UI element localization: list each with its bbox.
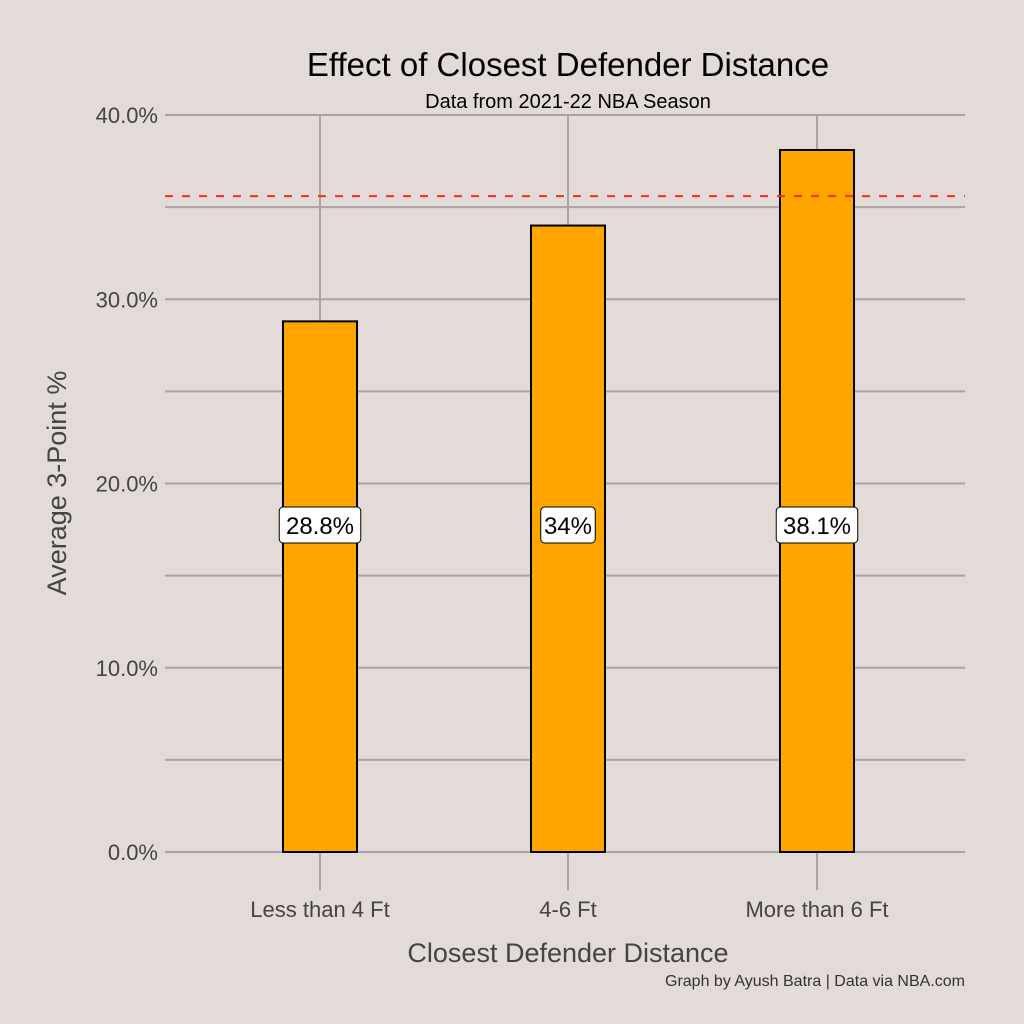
- data-label-text: 38.1%: [783, 513, 851, 540]
- y-tick-label: 30.0%: [96, 287, 158, 312]
- data-label-box: [775, 506, 859, 544]
- bar: [282, 320, 358, 853]
- data-label-text: 28.8%: [286, 513, 354, 540]
- chart-subtitle: Data from 2021-22 NBA Season: [425, 91, 711, 113]
- caption: Graph by Ayush Batra | Data via NBA.com: [665, 973, 965, 990]
- chart-title: Effect of Closest Defender Distance: [307, 46, 829, 83]
- data-label-box: [278, 506, 362, 544]
- y-axis: 0.0% 10.0% 20.0% 30.0% 40.0%: [96, 103, 158, 865]
- data-label-box: [540, 506, 596, 544]
- x-tick-label: 4-6 Ft: [539, 897, 596, 922]
- data-label-text: 34%: [544, 513, 592, 540]
- x-axis: Less than 4 Ft 4-6 Ft More than 6 Ft: [250, 897, 888, 922]
- data-label: 38.1%: [775, 506, 859, 544]
- x-axis-title: Closest Defender Distance: [407, 938, 728, 968]
- data-label: 28.8%: [278, 506, 362, 544]
- data-labels: 28.8% 34% 38.1%: [278, 506, 859, 544]
- x-tick-label: Less than 4 Ft: [250, 897, 389, 922]
- bar: [779, 149, 855, 853]
- x-tick-label: More than 6 Ft: [745, 897, 888, 922]
- data-label: 34%: [540, 506, 596, 544]
- y-tick-label: 40.0%: [96, 103, 158, 128]
- bars: [282, 149, 855, 854]
- y-tick-label: 0.0%: [108, 840, 158, 865]
- y-tick-label: 10.0%: [96, 656, 158, 681]
- y-tick-label: 20.0%: [96, 472, 158, 497]
- y-axis-title: Average 3-Point %: [42, 371, 72, 596]
